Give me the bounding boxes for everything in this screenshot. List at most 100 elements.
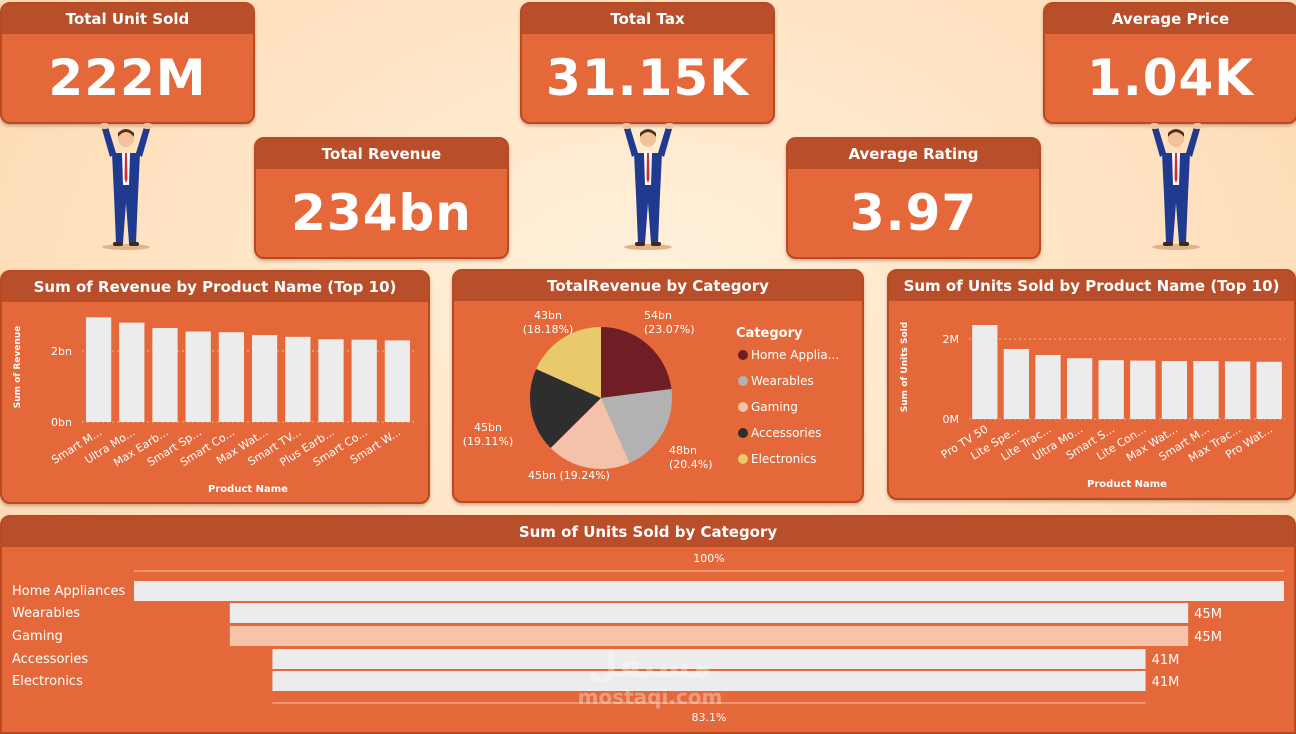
category-label: Wearables [12, 606, 80, 621]
y-axis-label: Sum of Revenue [13, 326, 23, 409]
bar [185, 331, 211, 422]
chart-title: Sum of Units Sold by Category [2, 517, 1294, 547]
bar [1161, 361, 1188, 419]
pie-slice [536, 327, 601, 398]
bar [1256, 361, 1282, 419]
bar [1066, 358, 1093, 419]
units-by-category-chart[interactable]: Sum of Units Sold by Category 100% Home A… [0, 515, 1296, 734]
bar [119, 322, 145, 422]
legend-item: Wearables [751, 374, 814, 388]
units-funnel-chart-svg: 100% Home Appliances Wearables 45M Gaming 45M… [12, 552, 1284, 724]
bar [1224, 361, 1251, 419]
category-label: Accessories [12, 652, 88, 667]
kpi-value: 31.15K [546, 49, 749, 107]
kpi-total-unit-sold[interactable]: Total Unit Sold 222M [0, 2, 255, 124]
pie-slice [601, 327, 672, 398]
slice-label: 54bn [644, 309, 672, 322]
kpi-label: Total Revenue [256, 139, 507, 169]
funnel-bar [134, 581, 1284, 601]
bar [1193, 361, 1219, 419]
legend-item: Gaming [751, 400, 798, 414]
legend-marker [738, 454, 748, 464]
slice-label: 45bn (19.24%) [528, 469, 610, 482]
slice-label: 43bn [534, 309, 562, 322]
bar [1098, 360, 1124, 419]
legend-marker [738, 350, 748, 360]
pie-slice [530, 368, 601, 449]
revenue-by-category-chart[interactable]: TotalRevenue by Category 54bn (23.07%) 48b… [452, 269, 864, 503]
slice-percent-label: (19.11%) [463, 435, 514, 448]
bar [285, 336, 311, 422]
bar [384, 340, 411, 422]
kpi-average-rating[interactable]: Average Rating 3.97 [786, 137, 1041, 259]
units-by-product-chart[interactable]: Sum of Units Sold by Product Name (Top 1… [887, 269, 1296, 500]
legend-title: Category [736, 326, 803, 341]
category-label: Home Appliances [12, 584, 125, 599]
businessman-illustration [622, 123, 674, 250]
watermark-latin: mostaqi.com [577, 685, 723, 709]
kpi-label: Total Tax [522, 4, 773, 34]
revenue-by-product-chart[interactable]: Sum of Revenue by Product Name (Top 10) … [0, 270, 430, 504]
legend-item: Accessories [751, 426, 821, 440]
slice-percent-label: (23.07%) [644, 323, 695, 336]
kpi-value: 1.04K [1086, 49, 1255, 107]
slice-label: 45bn [474, 421, 502, 434]
kpi-value: 234bn [291, 184, 472, 242]
value-label: 45M [1194, 607, 1222, 622]
funnel-bar [272, 649, 1146, 669]
legend-marker [738, 428, 748, 438]
businessman-illustration [100, 123, 152, 250]
revenue-pie-chart-svg: 54bn(23.07%) 48bn(20.4%) 45bn (19.24%) 45bn… [463, 309, 839, 482]
chart-title: Sum of Units Sold by Product Name (Top 1… [889, 271, 1294, 301]
kpi-value: 3.97 [849, 184, 978, 242]
slice-label: 48bn [669, 444, 697, 457]
value-label: 41M [1152, 675, 1180, 690]
legend-item: Electronics [751, 452, 816, 466]
funnel-top-percent: 100% [693, 552, 724, 565]
funnel-bar [272, 671, 1146, 691]
x-axis-label: Product Name [1087, 479, 1167, 490]
bar [318, 339, 344, 422]
bar [351, 339, 377, 422]
bar [1130, 360, 1156, 419]
bar [972, 325, 998, 419]
y-tick-label: 0bn [51, 416, 72, 429]
x-axis-label: Product Name [208, 484, 288, 495]
y-tick-label: 2M [943, 333, 960, 346]
y-tick-label: 0M [943, 413, 960, 426]
category-label: Electronics [12, 674, 83, 689]
kpi-total-revenue[interactable]: Total Revenue 234bn [254, 137, 509, 259]
kpi-label: Total Unit Sold [2, 4, 253, 34]
funnel-bottom-percent: 83.1% [692, 711, 727, 724]
y-tick-label: 2bn [51, 345, 72, 358]
kpi-label: Average Price [1045, 4, 1296, 34]
y-axis-label: Sum of Units Sold [900, 322, 910, 412]
chart-title: TotalRevenue by Category [454, 271, 862, 301]
watermark: مستقل mostaqi.com [570, 646, 730, 708]
kpi-total-tax[interactable]: Total Tax 31.15K [520, 2, 775, 124]
bar [251, 335, 278, 422]
legend-marker [738, 376, 748, 386]
funnel-bar [229, 603, 1189, 623]
bar [1035, 355, 1061, 419]
kpi-value: 222M [48, 49, 207, 107]
chart-title: Sum of Revenue by Product Name (Top 10) [2, 272, 428, 302]
pie-slice [601, 389, 672, 463]
value-label: 45M [1194, 630, 1222, 645]
legend-marker [738, 402, 748, 412]
slice-percent-label: (18.18%) [523, 323, 574, 336]
kpi-label: Average Rating [788, 139, 1039, 169]
watermark-arabic: مستقل [587, 646, 713, 686]
kpi-average-price[interactable]: Average Price 1.04K [1043, 2, 1296, 124]
bar [152, 327, 178, 422]
category-label: Gaming [12, 629, 63, 644]
bar [1003, 349, 1030, 419]
legend-item: Home Applia... [751, 348, 839, 362]
funnel-bar [229, 626, 1189, 646]
value-label: 41M [1152, 653, 1180, 668]
slice-percent-label: (20.4%) [669, 458, 713, 471]
pie-slice [550, 398, 630, 469]
businessman-illustration [1150, 123, 1202, 250]
